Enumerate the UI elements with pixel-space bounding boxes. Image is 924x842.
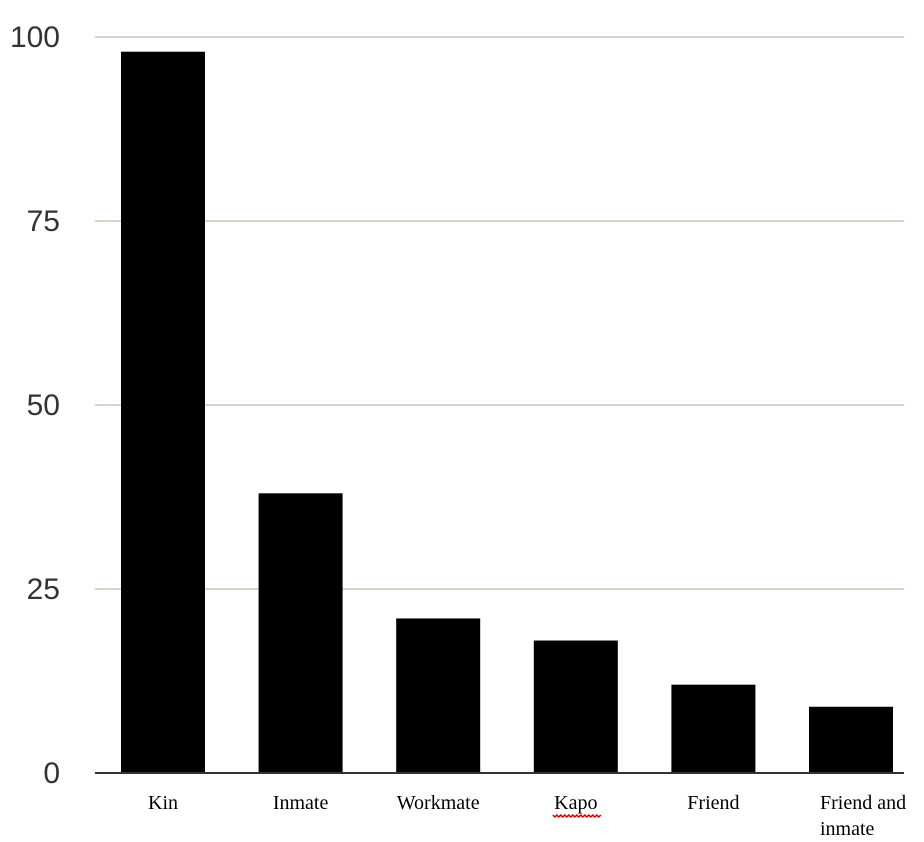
bar-friend-and-inmate xyxy=(809,706,893,773)
gridlines xyxy=(95,36,904,590)
x-tick-label: Kapo xyxy=(554,792,597,814)
spellcheck-underline xyxy=(552,813,602,819)
bar-kapo xyxy=(533,640,618,773)
y-axis-ticks: 0 25 50 75 100 xyxy=(10,21,60,790)
x-tick-label: Workmate xyxy=(397,792,480,814)
y-tick-label: 0 xyxy=(43,757,60,790)
y-tick-label: 25 xyxy=(27,573,60,606)
x-tick-label: Kin xyxy=(148,792,178,814)
x-tick-label: Friend xyxy=(687,792,739,814)
bar-workmate xyxy=(396,618,481,773)
x-tick-label: Friend and inmate xyxy=(820,792,906,840)
bars xyxy=(121,51,893,774)
x-tick-label: Inmate xyxy=(273,792,329,814)
bar-inmate xyxy=(258,493,343,773)
bar-friend xyxy=(671,684,756,773)
y-tick-label: 50 xyxy=(27,389,60,422)
y-tick-label: 100 xyxy=(10,21,60,54)
bar-kin xyxy=(121,51,205,774)
y-tick-label: 75 xyxy=(27,205,60,238)
x-axis-ticks: Kin Inmate Workmate Kapo Friend Friend and inm… xyxy=(148,792,906,840)
